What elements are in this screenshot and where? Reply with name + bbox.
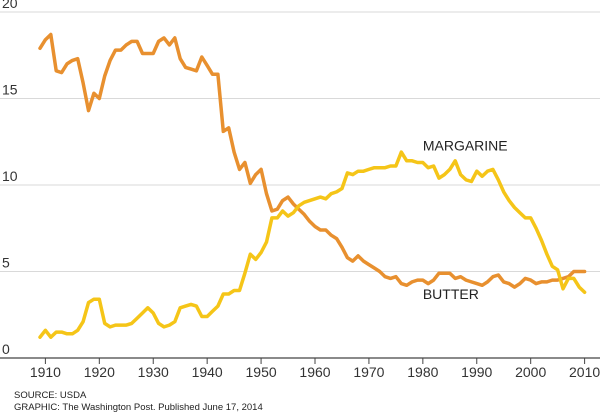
source-note: SOURCE: USDA — [14, 390, 87, 401]
x-tick-label: 1910 — [30, 364, 61, 380]
line-chart: 0 5 10 15 20 1910 1920 1930 1940 1950 1960 1970 1980… — [0, 0, 600, 380]
margarine-line — [38, 150, 587, 339]
series-labels: BUTTER MARGARINE — [423, 137, 508, 302]
credit-note: GRAPHIC: The Washington Post. Published … — [14, 402, 263, 413]
x-tick-label: 1990 — [461, 364, 492, 380]
x-tick-label: 1970 — [353, 364, 384, 380]
x-tick-label: 1930 — [138, 364, 169, 380]
x-tick-label: 1950 — [246, 364, 277, 380]
butter-label: BUTTER — [423, 286, 479, 302]
x-tick-label: 1960 — [299, 364, 330, 380]
y-tick-label: 10 — [2, 168, 18, 184]
x-tick-label: 1920 — [84, 364, 115, 380]
x-tick-label: 2000 — [515, 364, 546, 380]
y-tick-label: 0 — [2, 341, 10, 357]
butter-line — [38, 32, 587, 289]
x-tick-label: 1940 — [192, 364, 223, 380]
margarine-label: MARGARINE — [423, 137, 508, 153]
series-lines — [38, 32, 587, 339]
x-tick-label: 1980 — [407, 364, 438, 380]
axes: 0 5 10 15 20 1910 1920 1930 1940 1950 1960 1970 1980… — [0, 0, 600, 380]
y-tick-label: 5 — [2, 255, 10, 271]
x-tick-label: 2010 — [569, 364, 600, 380]
y-tick-label: 20 — [2, 0, 18, 11]
y-tick-label: 15 — [2, 82, 18, 98]
gridlines — [0, 11, 600, 272]
